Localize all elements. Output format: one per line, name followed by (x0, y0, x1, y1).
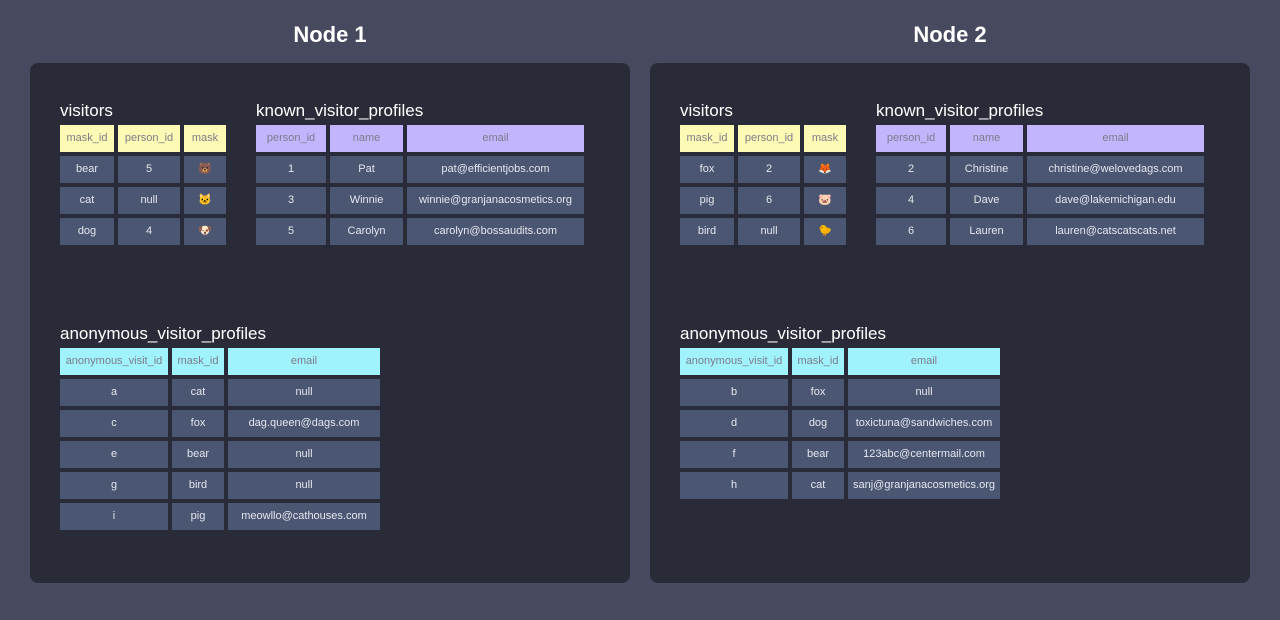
table-cell: Lauren (950, 218, 1023, 245)
table-cell: 2 (876, 156, 946, 183)
table-cell: Carolyn (330, 218, 403, 245)
table-cell: fox (680, 156, 734, 183)
table-cell: bird (680, 218, 734, 245)
column-header: email (228, 348, 380, 375)
table-cell: d (680, 410, 788, 437)
column-header: email (1027, 125, 1204, 152)
table-cell: 5 (256, 218, 326, 245)
table-cell: cat (792, 472, 844, 499)
table-cell: cat (172, 379, 224, 406)
table-cell: Dave (950, 187, 1023, 214)
table-cell: 🦊 (804, 156, 846, 183)
table-cell: carolyn@bossaudits.com (407, 218, 584, 245)
table-cell: pig (172, 503, 224, 530)
table-cell: 2 (738, 156, 800, 183)
table-name: known_visitor_profiles (256, 101, 424, 120)
table-cell: 1 (256, 156, 326, 183)
table-cell: null (228, 441, 380, 468)
table-cell: Pat (330, 156, 403, 183)
table-cell: Winnie (330, 187, 403, 214)
column-header: name (950, 125, 1023, 152)
table-cell: bear (792, 441, 844, 468)
table-name: visitors (680, 101, 733, 120)
column-header: mask_id (60, 125, 114, 152)
table-cell: sanj@granjanacosmetics.org (848, 472, 1000, 499)
column-header: anonymous_visit_id (60, 348, 168, 375)
column-header: person_id (738, 125, 800, 152)
table-name: known_visitor_profiles (876, 101, 1044, 120)
table-cell: pat@efficientjobs.com (407, 156, 584, 183)
table-cell: a (60, 379, 168, 406)
table-cell: 4 (876, 187, 946, 214)
table-cell: f (680, 441, 788, 468)
table-cell: dog (60, 218, 114, 245)
table-cell: 🐱 (184, 187, 226, 214)
table-cell: Christine (950, 156, 1023, 183)
table-cell: 6 (876, 218, 946, 245)
table-cell: null (738, 218, 800, 245)
table-name: visitors (60, 101, 113, 120)
table-cell: lauren@catscatscats.net (1027, 218, 1204, 245)
table-name: anonymous_visitor_profiles (60, 324, 266, 343)
table-cell: null (848, 379, 1000, 406)
table-cell: 🐷 (804, 187, 846, 214)
column-header: mask (184, 125, 226, 152)
table-cell: 3 (256, 187, 326, 214)
table-cell: 🐤 (804, 218, 846, 245)
column-header: person_id (876, 125, 946, 152)
table-cell: christine@welovedags.com (1027, 156, 1204, 183)
table-cell: c (60, 410, 168, 437)
table-cell: 5 (118, 156, 180, 183)
column-header: mask_id (172, 348, 224, 375)
column-header: person_id (256, 125, 326, 152)
column-header: email (407, 125, 584, 152)
table-cell: b (680, 379, 788, 406)
table-cell: fox (792, 379, 844, 406)
column-header: person_id (118, 125, 180, 152)
column-header: email (848, 348, 1000, 375)
table-cell: cat (60, 187, 114, 214)
table-cell: dag.queen@dags.com (228, 410, 380, 437)
table-cell: e (60, 441, 168, 468)
table-cell: bear (172, 441, 224, 468)
table-cell: null (118, 187, 180, 214)
table-cell: 123abc@centermail.com (848, 441, 1000, 468)
table-cell: fox (172, 410, 224, 437)
table-cell: winnie@granjanacosmetics.org (407, 187, 584, 214)
column-header: anonymous_visit_id (680, 348, 788, 375)
column-header: mask (804, 125, 846, 152)
table-cell: bird (172, 472, 224, 499)
table-cell: 4 (118, 218, 180, 245)
table-cell: 🐶 (184, 218, 226, 245)
table-cell: meowllo@cathouses.com (228, 503, 380, 530)
table-cell: dog (792, 410, 844, 437)
table-cell: pig (680, 187, 734, 214)
table-cell: i (60, 503, 168, 530)
table-cell: dave@lakemichigan.edu (1027, 187, 1204, 214)
table-cell: 6 (738, 187, 800, 214)
table-cell: g (60, 472, 168, 499)
table-cell: h (680, 472, 788, 499)
node-title: Node 1 (293, 22, 367, 47)
node-title: Node 2 (913, 22, 987, 47)
table-cell: null (228, 379, 380, 406)
table-cell: toxictuna@sandwiches.com (848, 410, 1000, 437)
column-header: name (330, 125, 403, 152)
table-cell: null (228, 472, 380, 499)
table-name: anonymous_visitor_profiles (680, 324, 886, 343)
table-cell: bear (60, 156, 114, 183)
table-cell: 🐻 (184, 156, 226, 183)
column-header: mask_id (680, 125, 734, 152)
column-header: mask_id (792, 348, 844, 375)
